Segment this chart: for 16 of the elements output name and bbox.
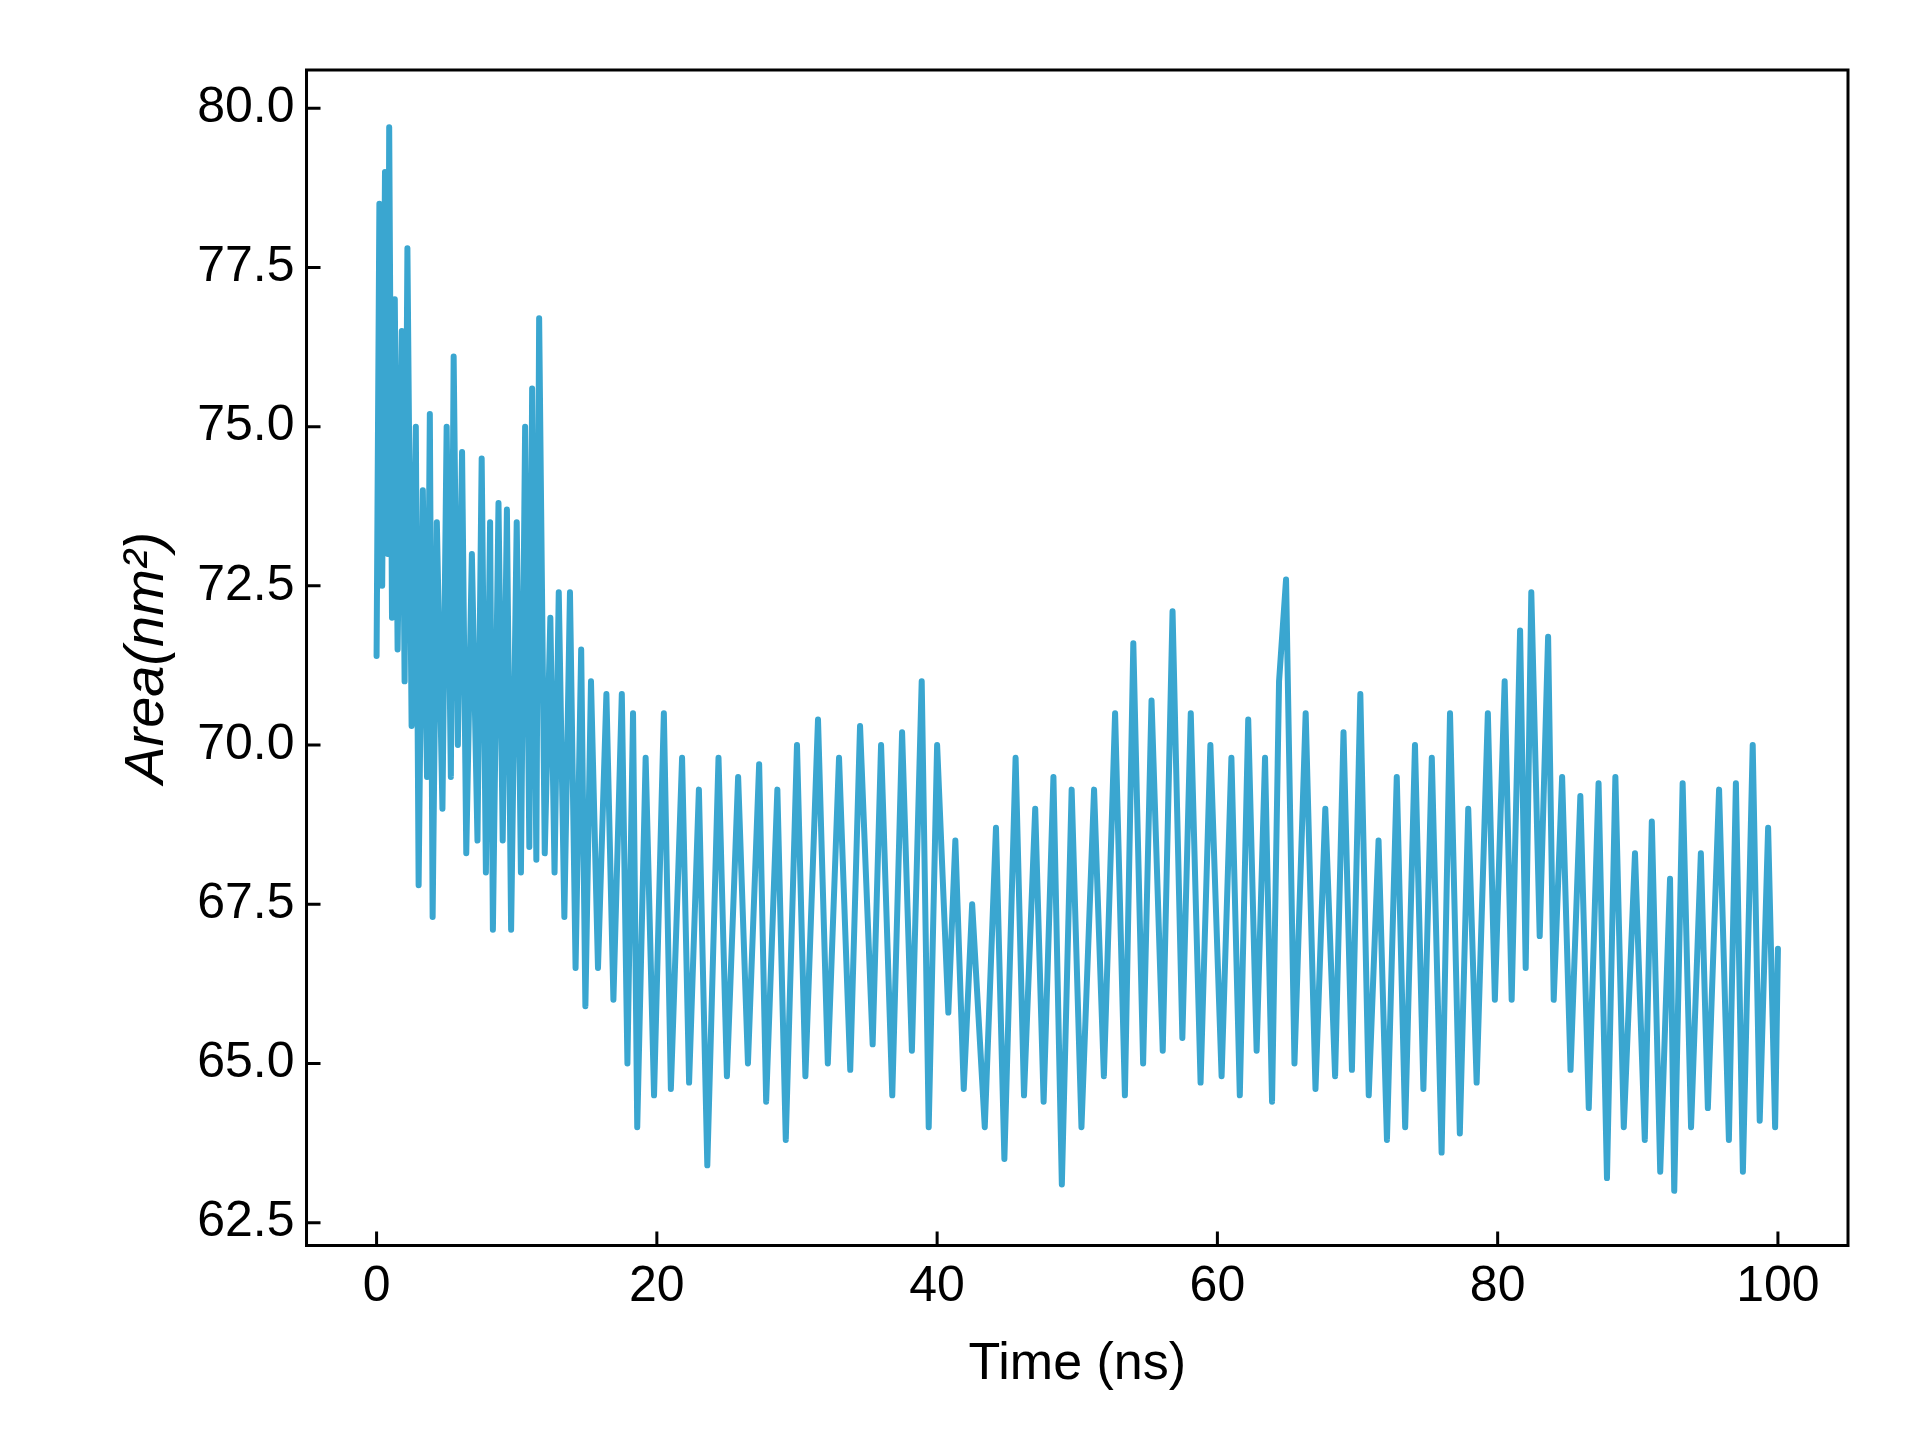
x-tick-label: 20	[629, 1256, 685, 1313]
y-tick-label: 65.0	[197, 1032, 295, 1089]
x-tick-label: 40	[909, 1256, 965, 1313]
x-tick-label: 100	[1736, 1256, 1820, 1313]
y-tick-label: 70.0	[197, 713, 295, 770]
x-axis-title: Time (ns)	[968, 1332, 1187, 1391]
x-tick-label: 80	[1469, 1256, 1526, 1313]
y-tick-label: 77.5	[197, 236, 295, 293]
y-tick-label: 67.5	[197, 873, 295, 930]
y-axis-title: Area(nm²)	[112, 531, 176, 787]
y-tick-label: 80.0	[197, 76, 295, 133]
x-tick-label: 0	[362, 1256, 391, 1313]
x-tick-label: 60	[1189, 1256, 1246, 1313]
y-tick-label: 62.5	[197, 1191, 295, 1248]
y-tick-label: 75.0	[197, 395, 295, 452]
y-tick-label: 72.5	[197, 554, 295, 611]
